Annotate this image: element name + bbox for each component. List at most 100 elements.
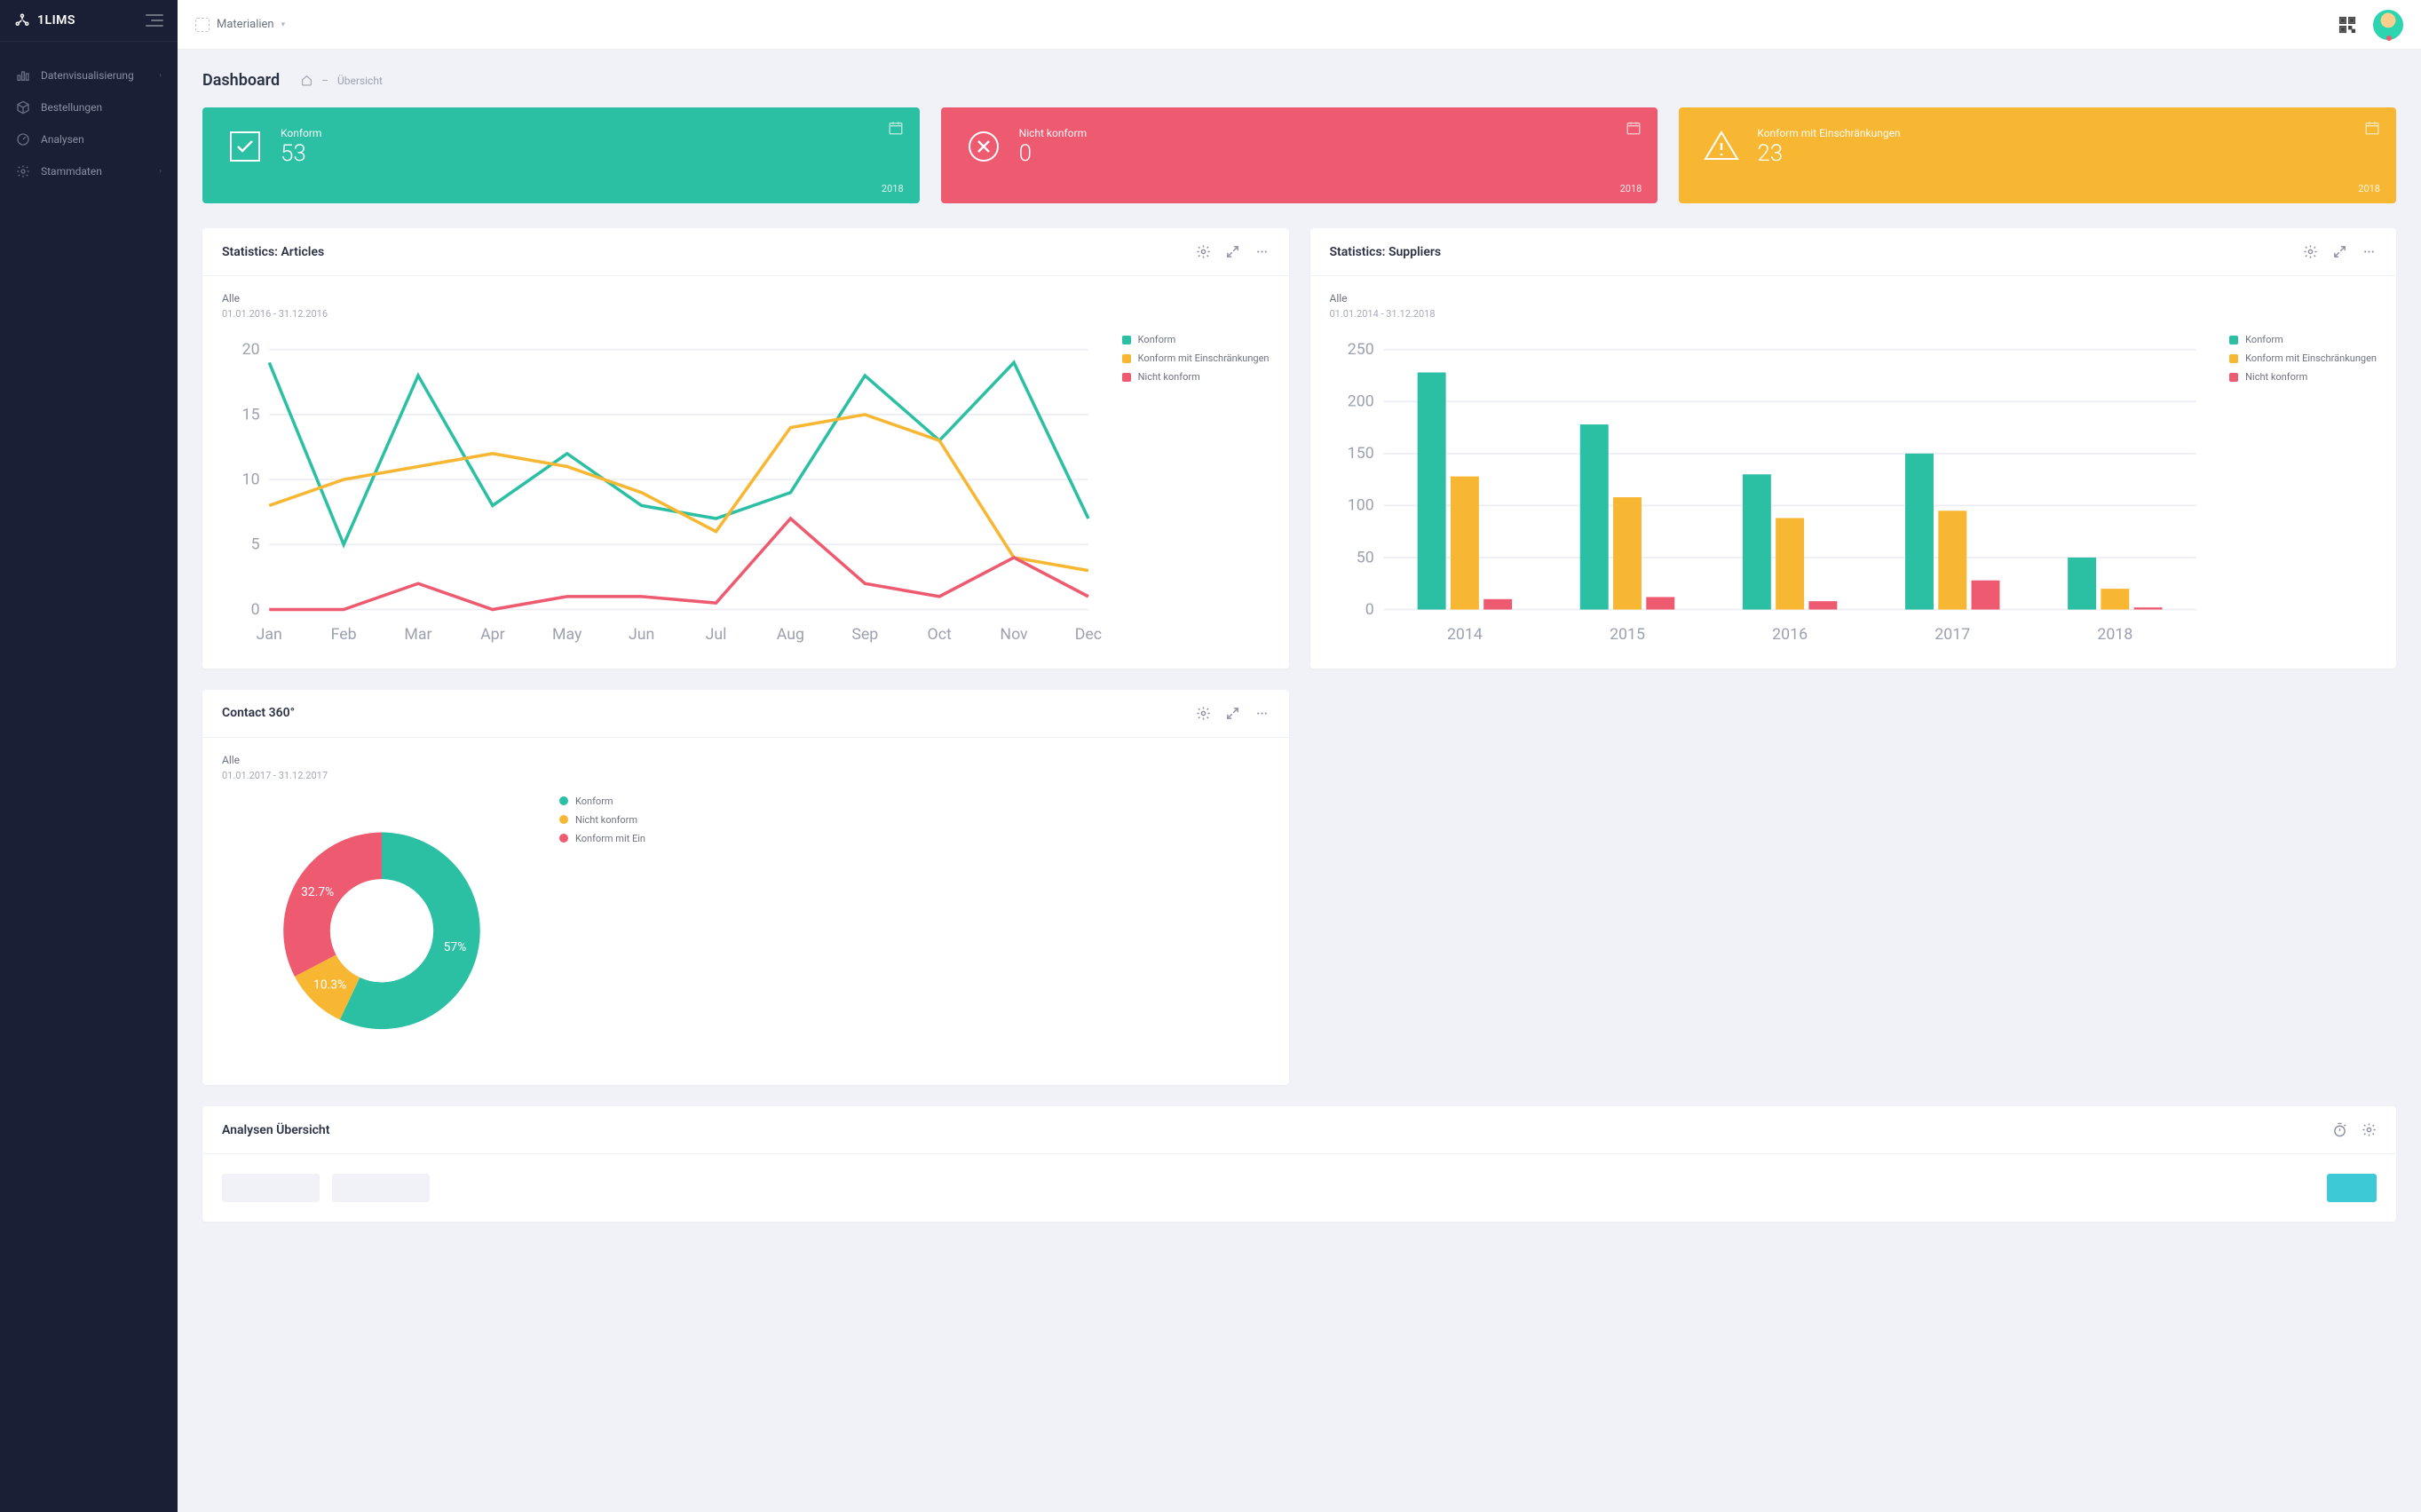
svg-text:10: 10	[242, 471, 260, 488]
nav: Datenvisualisierung › Bestellungen Analy…	[0, 42, 178, 205]
legend-item[interactable]: Konform mit Ein	[559, 833, 684, 844]
stat-value: 23	[1757, 141, 1900, 167]
calendar-icon	[888, 120, 904, 136]
sidebar-item-label: Datenvisualisierung	[41, 69, 134, 82]
legend-label: Konform	[575, 796, 613, 807]
svg-text:0: 0	[1365, 601, 1373, 619]
breadcrumb-sep: –	[321, 75, 328, 87]
legend-item[interactable]: Konform	[559, 796, 684, 807]
stat-year: 2018	[882, 183, 904, 194]
svg-text:Mar: Mar	[404, 626, 431, 644]
qr-icon[interactable]	[2338, 15, 2357, 35]
svg-text:May: May	[552, 626, 582, 644]
more-icon[interactable]	[1254, 706, 1270, 721]
legend-item[interactable]: Konform	[1122, 334, 1270, 345]
logo-icon	[14, 12, 30, 28]
svg-text:5: 5	[251, 536, 260, 554]
brand-text: 1LIMS	[37, 13, 75, 28]
gear-icon[interactable]	[1196, 244, 1211, 259]
svg-text:Aug: Aug	[777, 626, 804, 644]
check-icon	[225, 127, 265, 166]
box-icon	[16, 100, 30, 115]
stat-year: 2018	[1620, 183, 1642, 194]
menu-toggle-icon[interactable]	[146, 14, 163, 27]
contact-panel: Contact 360° Alle 01.01.2017 - 31.12.201…	[202, 690, 1289, 1086]
chart-filter: Alle	[1330, 292, 2377, 305]
stat-label: Konform mit Einschränkungen	[1757, 127, 1900, 139]
topbar: Materialien ▾	[178, 0, 2421, 50]
svg-text:Jun: Jun	[629, 626, 654, 644]
sidebar-item-bestellungen[interactable]: Bestellungen	[0, 91, 178, 123]
svg-text:200: 200	[1347, 393, 1373, 411]
primary-button[interactable]	[2327, 1174, 2377, 1202]
chart-range: 01.01.2016 - 31.12.2016	[222, 308, 1270, 320]
add-box-icon	[195, 18, 210, 32]
svg-text:10.3%: 10.3%	[313, 978, 346, 992]
svg-text:32.7%: 32.7%	[301, 885, 334, 899]
legend-item[interactable]: Nicht konform	[1122, 371, 1270, 383]
more-icon[interactable]	[1254, 244, 1270, 259]
sidebar-item-label: Bestellungen	[41, 101, 102, 114]
svg-text:Jan: Jan	[257, 626, 282, 644]
svg-text:20: 20	[242, 341, 260, 359]
chevron-right-icon: ›	[159, 167, 162, 176]
svg-text:Nov: Nov	[1000, 626, 1028, 644]
more-icon[interactable]	[2362, 244, 2377, 259]
gear-icon[interactable]	[1196, 706, 1211, 721]
sidebar-item-analysen[interactable]: Analysen	[0, 123, 178, 155]
svg-text:57%: 57%	[444, 940, 467, 954]
svg-text:Feb: Feb	[331, 626, 357, 644]
filter-button[interactable]	[332, 1174, 430, 1202]
panel-title: Statistics: Suppliers	[1330, 245, 1442, 259]
avatar[interactable]	[2373, 10, 2403, 40]
svg-text:Apr: Apr	[480, 626, 505, 644]
sidebar-item-datenvisualisierung[interactable]: Datenvisualisierung ›	[0, 59, 178, 91]
calendar-icon	[1626, 120, 1642, 136]
stat-label: Konform	[281, 127, 321, 139]
filter-button[interactable]	[222, 1174, 320, 1202]
legend-item[interactable]: Konform mit Einschränkungen	[1122, 352, 1270, 364]
svg-text:2015: 2015	[1610, 626, 1645, 644]
legend-label: Konform mit Einschränkungen	[2245, 352, 2377, 364]
svg-text:100: 100	[1347, 497, 1373, 515]
legend-label: Konform mit Einschränkungen	[1138, 352, 1270, 364]
sidebar-header: 1LIMS	[0, 0, 178, 42]
svg-text:2018: 2018	[2097, 626, 2132, 644]
chart-range: 01.01.2017 - 31.12.2017	[222, 770, 1270, 781]
stat-value: 53	[281, 141, 321, 167]
legend-label: Konform	[1138, 334, 1176, 345]
home-icon[interactable]	[301, 75, 313, 86]
stat-label: Nicht konform	[1019, 127, 1087, 139]
expand-icon[interactable]	[2332, 244, 2347, 259]
legend-item[interactable]: Konform mit Einschränkungen	[2229, 352, 2377, 364]
legend-label: Konform mit Ein	[575, 833, 645, 844]
chart-filter: Alle	[222, 754, 1270, 766]
chart-icon	[16, 68, 30, 83]
analysen-panel: Analysen Übersicht	[202, 1106, 2396, 1222]
sidebar-item-label: Analysen	[41, 133, 84, 146]
material-select[interactable]: Materialien ▾	[195, 18, 285, 32]
articles-legend: Konform Konform mit Einschränkungen Nicht …	[1122, 334, 1270, 390]
gear-icon[interactable]	[2362, 1122, 2377, 1137]
svg-text:Oct: Oct	[928, 626, 952, 644]
stat-card[interactable]: Konform 53 2018	[202, 107, 920, 203]
legend-item[interactable]: Nicht konform	[559, 814, 684, 826]
articles-line-chart: 05101520JanFebMarAprMayJunJulAugSepOctNo…	[222, 334, 1104, 649]
svg-text:250: 250	[1347, 341, 1373, 359]
panel-title: Contact 360°	[222, 706, 295, 720]
gear-icon	[16, 164, 30, 178]
gear-icon[interactable]	[2303, 244, 2318, 259]
svg-text:15: 15	[242, 406, 260, 424]
logo[interactable]: 1LIMS	[14, 12, 75, 28]
expand-icon[interactable]	[1225, 244, 1240, 259]
suppliers-legend: Konform Konform mit Einschränkungen Nicht …	[2229, 334, 2377, 390]
sidebar-item-stammdaten[interactable]: Stammdaten ›	[0, 155, 178, 187]
expand-icon[interactable]	[1225, 706, 1240, 721]
stat-card[interactable]: Nicht konform 0 2018	[941, 107, 1658, 203]
legend-item[interactable]: Konform	[2229, 334, 2377, 345]
stat-card[interactable]: Konform mit Einschränkungen 23 2018	[1679, 107, 2396, 203]
stopwatch-icon[interactable]	[2332, 1122, 2347, 1137]
svg-text:Dec: Dec	[1075, 626, 1102, 644]
legend-item[interactable]: Nicht konform	[2229, 371, 2377, 383]
contact-legend: Konform Nicht konform Konform mit Ein	[559, 796, 684, 851]
